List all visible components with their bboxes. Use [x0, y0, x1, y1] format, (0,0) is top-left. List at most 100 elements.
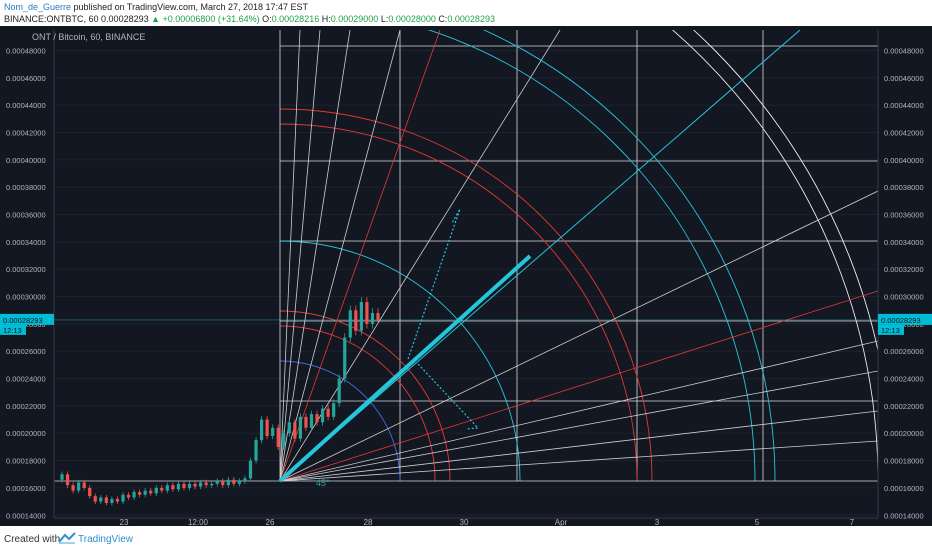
candle	[265, 419, 269, 436]
y-tick-label-left: 0.00046000	[6, 74, 46, 83]
countdown-text-left: 12:13	[3, 326, 22, 335]
candle	[354, 310, 358, 331]
candle	[187, 483, 192, 488]
gann-1x1-line	[280, 30, 801, 481]
y-tick-label-right: 0.00014000	[884, 511, 924, 520]
y-tick-label-left: 0.00018000	[6, 457, 46, 466]
candle	[370, 312, 375, 324]
candle	[60, 474, 64, 480]
candle	[226, 479, 230, 486]
y-tick-label-right: 0.00042000	[884, 129, 924, 138]
candle	[121, 494, 125, 502]
gann-square	[280, 30, 878, 481]
gann-fan-line	[280, 30, 351, 481]
y-tick-label-left: 0.00020000	[6, 429, 46, 438]
gann-arc	[280, 325, 436, 481]
x-tick-label: 12:00	[188, 518, 209, 526]
gann-arc	[482, 30, 776, 481]
trend-arrow	[278, 254, 532, 483]
candle	[237, 481, 242, 484]
symbol-label: BINANCE:ONTBTC, 60	[4, 14, 99, 24]
candle	[232, 479, 236, 484]
symbol-line: BINANCE:ONTBTC, 60 0.00028293 ▲ +0.00006…	[4, 14, 495, 25]
y-tick-label-right: 0.00018000	[884, 457, 924, 466]
candle	[110, 498, 114, 503]
candle	[143, 490, 147, 495]
candle	[271, 427, 275, 436]
gann-arc	[280, 240, 521, 481]
candle	[254, 440, 258, 461]
price-tag-left	[0, 313, 54, 325]
candle	[104, 497, 108, 503]
gann-fan-line	[280, 190, 878, 481]
y-tick-label-right: 0.00032000	[884, 265, 924, 274]
tradingview-link[interactable]: TradingView	[78, 534, 134, 545]
price-axes: 0.00014000 0.00014000 0.00016000 0.00016000…	[0, 30, 932, 527]
gann-arc	[671, 30, 878, 481]
gann-arc	[280, 108, 653, 481]
author-link[interactable]: Nom_de_Guerre	[4, 2, 72, 12]
y-tick-label-left: 0.00014000	[6, 511, 46, 520]
gann-fan-line	[280, 30, 321, 481]
y-tick-label-right: 0.00038000	[884, 183, 924, 192]
chart-area[interactable]: 0.00014000 0.00014000 0.00016000 0.00016000…	[0, 26, 932, 527]
candle	[298, 416, 302, 439]
y-tick-label-left: 0.00016000	[6, 484, 46, 493]
price-chart[interactable]: 0.00014000 0.00014000 0.00016000 0.00016000…	[0, 26, 932, 527]
candle	[343, 337, 347, 379]
projection-up	[407, 208, 461, 360]
countdown-text-right: 12:13	[881, 326, 900, 335]
y-tick-label-right: 0.00044000	[884, 101, 924, 110]
price-tag-right	[878, 313, 932, 325]
candle	[282, 433, 286, 447]
candle	[348, 310, 352, 338]
gann-fan-line	[280, 30, 401, 481]
candle	[88, 487, 92, 497]
series-legend: ONT / Bitcoin, 60, BINANCE	[32, 32, 145, 42]
y-tick-label-right: 0.00026000	[884, 347, 924, 356]
gann-arc	[280, 123, 638, 481]
y-tick-label-left: 0.00044000	[6, 101, 46, 110]
candle	[320, 408, 325, 423]
gann-fan-line	[280, 30, 301, 481]
x-tick-label: 28	[364, 518, 373, 526]
countdown-tag-left	[0, 324, 26, 335]
y-tick-label-right: 0.00024000	[884, 375, 924, 384]
y-tick-label-right: 0.00020000	[884, 429, 924, 438]
candle	[376, 312, 380, 320]
created-with-text: Created with	[4, 534, 61, 545]
candle	[160, 487, 164, 491]
candle	[309, 414, 314, 428]
gann-fan-line	[280, 370, 878, 481]
candle	[171, 485, 175, 490]
y-tick-label-right: 0.00046000	[884, 74, 924, 83]
candle	[215, 481, 219, 484]
price-change: ▲ +0.00006800 (+31.64%)	[151, 14, 260, 24]
y-tick-label-right: 0.00048000	[884, 47, 924, 56]
gann-arc	[692, 30, 878, 354]
candle	[332, 403, 336, 417]
candle	[77, 482, 81, 491]
candle	[198, 482, 203, 487]
candle	[165, 485, 169, 491]
last-price: 0.00028293	[101, 14, 149, 24]
gann-fan-line	[280, 290, 878, 481]
candle	[365, 302, 369, 324]
candle	[132, 492, 136, 498]
candle	[126, 494, 131, 498]
gann-fan-line	[280, 440, 878, 481]
x-tick-label: 5	[755, 518, 760, 526]
gann-arc	[280, 310, 451, 481]
candle	[315, 414, 319, 423]
candlestick-series	[60, 297, 380, 506]
x-tick-label: Apr	[555, 518, 568, 526]
price-tag-text-right: 0.00028293	[881, 316, 921, 325]
x-tick-label: 7	[850, 518, 855, 526]
gann-arc	[427, 30, 756, 481]
publish-info: published on TradingView.com, March 27, …	[71, 2, 309, 12]
y-tick-label-right: 0.00040000	[884, 156, 924, 165]
x-tick-label: 23	[120, 518, 129, 526]
candle	[176, 483, 181, 490]
gann-fan-line	[280, 30, 561, 481]
publish-line: Nom_de_Guerre published on TradingView.c…	[4, 2, 308, 13]
